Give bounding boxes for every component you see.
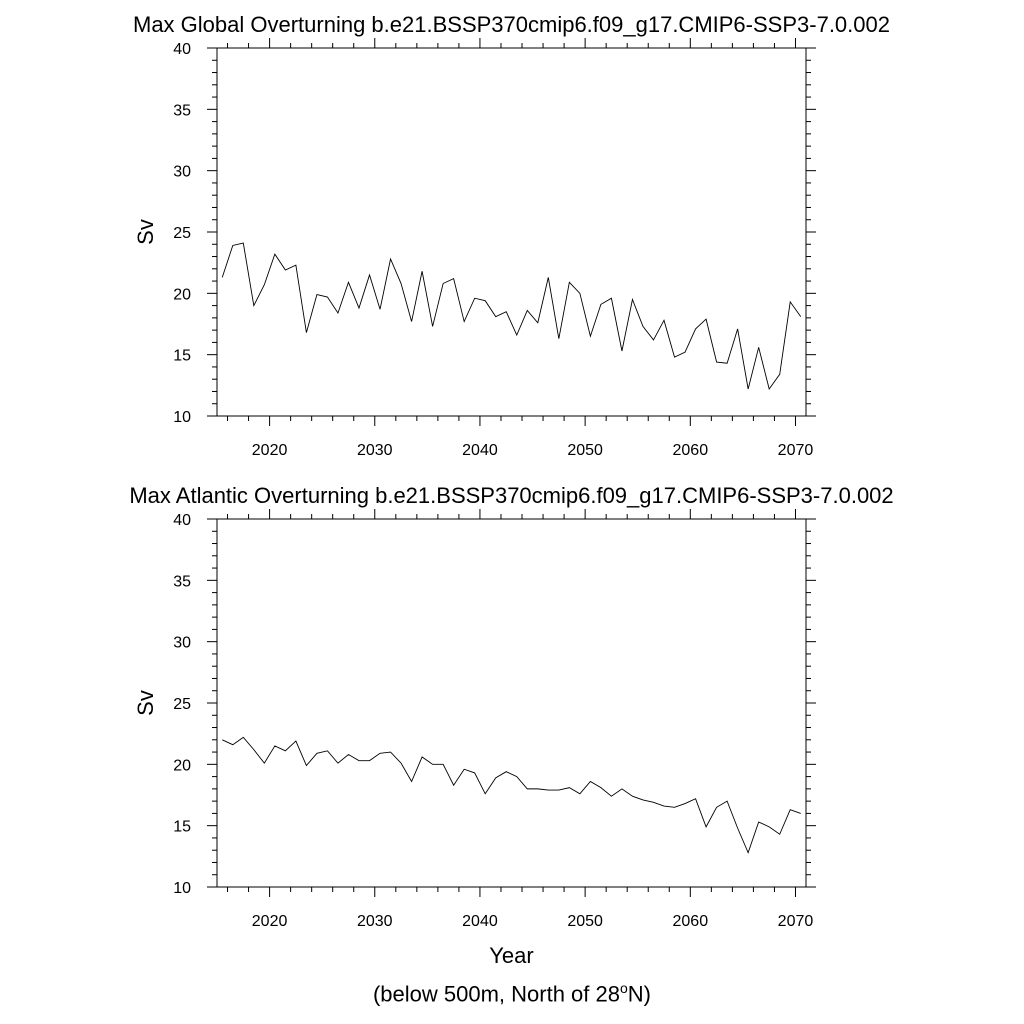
y-axis-label: Sv	[133, 219, 158, 245]
y-tick-label: 25	[173, 225, 191, 242]
x-tick-label: 2060	[673, 913, 709, 930]
y-tick-label: 15	[173, 348, 191, 365]
y-tick-label: 40	[173, 512, 191, 529]
y-tick-label: 10	[173, 880, 191, 897]
x-tick-label: 2070	[778, 442, 814, 459]
series-line	[221, 242, 802, 391]
x-tick-label: 2050	[567, 442, 603, 459]
y-tick-label: 30	[173, 164, 191, 181]
x-tick-label: 2040	[462, 913, 498, 930]
x-tick-label: 2040	[462, 442, 498, 459]
x-axis-label: Year	[489, 943, 533, 968]
x-tick-label: 2070	[778, 913, 814, 930]
y-tick-label: 20	[173, 286, 191, 303]
chart-title: Max Atlantic Overturning b.e21.BSSP370cm…	[129, 483, 893, 508]
footnote-suffix: N)	[627, 981, 652, 1007]
y-tick-label: 25	[173, 696, 191, 713]
chart-panel-1: Max Global Overturning b.e21.BSSP370cmip…	[133, 12, 890, 459]
footnote-prefix: (below 500m, North of 28	[372, 981, 620, 1007]
series-line	[222, 736, 801, 854]
plot-frame	[216, 518, 807, 888]
y-tick-label: 35	[173, 573, 191, 590]
x-tick-label: 2030	[357, 913, 393, 930]
y-tick-label: 30	[173, 635, 191, 652]
x-tick-label: 2060	[673, 442, 709, 459]
x-tick-label: 2030	[357, 442, 393, 459]
y-tick-label: 10	[173, 409, 191, 426]
footnote-degree: o	[620, 980, 628, 996]
x-tick-label: 2020	[252, 913, 288, 930]
plot-frame	[216, 47, 807, 417]
y-tick-label: 40	[173, 41, 191, 58]
chart-panel-2: Max Atlantic Overturning b.e21.BSSP370cm…	[129, 483, 893, 968]
y-axis-label: Sv	[133, 690, 158, 716]
y-tick-label: 20	[173, 757, 191, 774]
x-tick-label: 2020	[252, 442, 288, 459]
y-tick-label: 35	[173, 102, 191, 119]
footnote: (below 500m, North of 28oN)	[0, 980, 1024, 1007]
chart-title: Max Global Overturning b.e21.BSSP370cmip…	[133, 12, 890, 37]
x-tick-label: 2050	[567, 913, 603, 930]
y-tick-label: 15	[173, 819, 191, 836]
